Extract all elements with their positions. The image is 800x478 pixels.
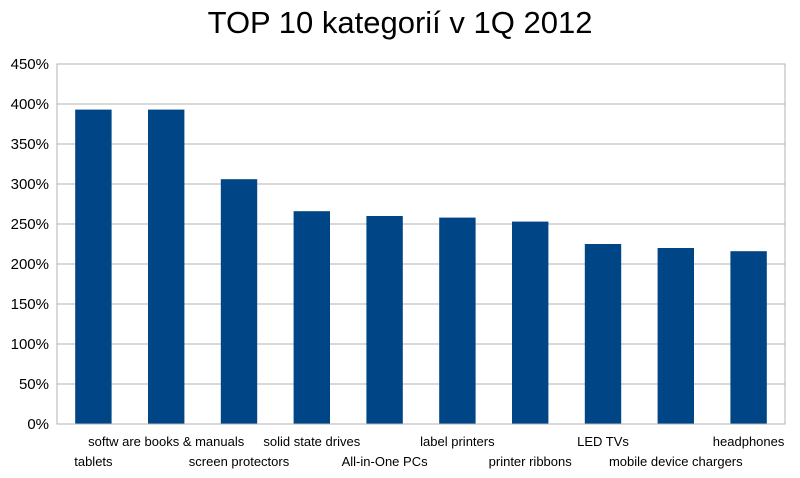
bar (512, 221, 549, 424)
bar (75, 109, 112, 424)
y-tick-label: 50% (19, 376, 49, 393)
x-category-label: printer ribbons (489, 454, 573, 469)
y-tick-label: 400% (11, 96, 49, 113)
x-category-label: softw are books & manuals (88, 434, 245, 449)
bar (148, 109, 185, 424)
plot-area-border (56, 63, 786, 425)
y-tick-label: 250% (11, 216, 49, 233)
y-tick-label: 200% (11, 256, 49, 273)
x-category-label: headphones (713, 434, 785, 449)
y-tick-label: 300% (11, 176, 49, 193)
bar (293, 211, 330, 424)
y-axis-ticks: 0% 50% 100% 150% 200% 250% 300% 350% 400% 450% (11, 56, 49, 433)
bar (220, 179, 258, 424)
bar (730, 251, 767, 424)
x-category-label: mobile device chargers (609, 454, 743, 469)
x-axis-labels: tablets softw are books & manuals screen p… (74, 434, 785, 469)
bar (584, 244, 622, 424)
bars (75, 109, 767, 424)
y-tick-label: 450% (11, 56, 49, 73)
y-tick-label: 0% (27, 416, 49, 433)
bar (657, 248, 694, 424)
chart-title: TOP 10 kategorií v 1Q 2012 (208, 5, 593, 40)
y-tick-label: 350% (11, 136, 49, 153)
y-tick-label: 100% (11, 336, 49, 353)
y-tick-label: 150% (11, 296, 49, 313)
x-category-label: tablets (74, 454, 113, 469)
x-category-label: LED TVs (577, 434, 629, 449)
x-category-label: solid state drives (263, 434, 360, 449)
x-category-label: label printers (420, 434, 495, 449)
x-category-label: All-in-One PCs (342, 454, 428, 469)
x-category-label: screen protectors (189, 454, 290, 469)
bar (439, 217, 476, 424)
bar (366, 216, 403, 424)
